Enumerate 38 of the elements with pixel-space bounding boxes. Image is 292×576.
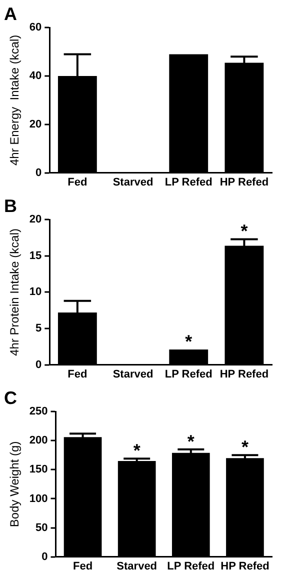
x-tick-label: Starved (112, 176, 154, 188)
x-tick-label: Fed (68, 368, 88, 380)
x-tick-label: LP Refed (164, 368, 212, 380)
x-tick-label: LP Refed (164, 176, 212, 188)
annotation: * (185, 332, 192, 352)
x-tick-label: Fed (68, 176, 88, 188)
chart-title: C (4, 388, 17, 408)
x-tick-label: Starved (112, 368, 154, 380)
y-tick-label: 40 (29, 70, 42, 82)
chart-title: B (4, 196, 17, 216)
annotation: * (240, 221, 248, 242)
chart-title: A (4, 4, 17, 24)
y-tick-label: 250 (29, 406, 48, 418)
y-tick-label: 60 (29, 22, 42, 34)
x-tick-label: Starved (116, 560, 158, 572)
x-tick-label: Fed (73, 560, 93, 572)
y-tick-label: 15 (29, 250, 42, 262)
x-tick-label: LP Refed (167, 560, 215, 572)
y-tick-label: 0 (36, 166, 42, 179)
x-tick-label: HP Refed (220, 368, 269, 380)
x-tick-label: HP Refed (220, 560, 270, 572)
y-tick-label: 150 (29, 464, 48, 476)
y-tick-label: 100 (29, 492, 48, 505)
annotation: * (241, 437, 248, 458)
y-axis-title: 4hr Protein Intake (kcal) (8, 228, 22, 356)
y-tick-label: 10 (29, 286, 42, 298)
y-tick-label: 0 (42, 550, 48, 563)
annotation: * (187, 431, 194, 452)
y-tick-label: 20 (29, 118, 42, 130)
y-tick-label: 20 (29, 214, 42, 226)
y-tick-label: 5 (36, 322, 42, 335)
y-tick-label: 200 (29, 434, 48, 447)
y-axis-title: 4hr Energy Intake (kcal) (8, 34, 22, 166)
y-tick-label: 0 (36, 358, 42, 371)
y-axis-title: Body Weight (g) (8, 441, 22, 528)
x-tick-label: HP Refed (220, 176, 269, 188)
y-tick-label: 50 (36, 522, 48, 534)
annotation: * (133, 440, 140, 461)
